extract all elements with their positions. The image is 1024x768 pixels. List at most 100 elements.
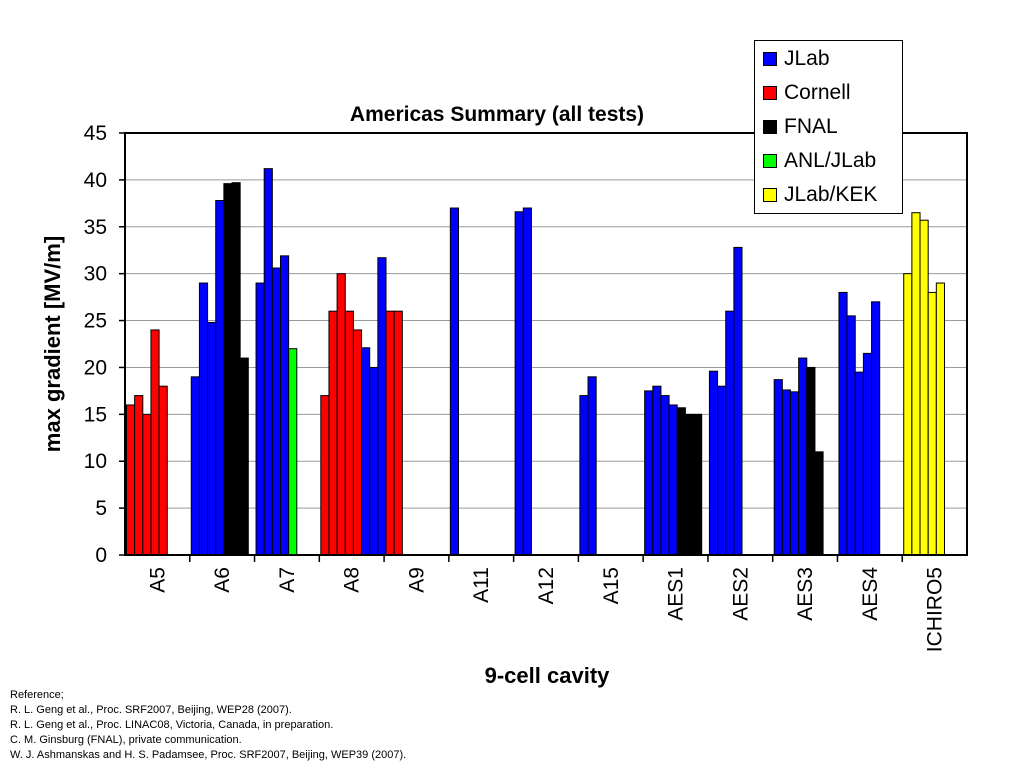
legend-label: JLab/KEK: [784, 183, 878, 206]
bar: [271, 267, 281, 556]
bar: [652, 385, 662, 556]
x-tick-label: ICHIRO5: [924, 567, 947, 652]
y-tick-label: 0: [95, 544, 107, 567]
bar: [644, 390, 654, 556]
bar: [668, 404, 678, 556]
bar-chart: Americas Summary (all tests) 0 5 10 15 20 25 3…: [40, 103, 968, 688]
bar: [385, 310, 395, 556]
plot-area-frame: [124, 132, 968, 556]
reference-line: R. L. Geng et al., Proc. LINAC08, Victor…: [10, 719, 334, 731]
bar: [223, 183, 233, 556]
bar: [231, 182, 241, 556]
chart-legend: JLab Cornell FNAL ANL/JLab JLab/KEK: [754, 40, 903, 214]
x-tick-label: A6: [211, 567, 234, 593]
bar: [344, 310, 354, 556]
x-tick-label: A7: [276, 567, 299, 593]
x-tick-label: AES1: [665, 567, 688, 621]
bar: [717, 385, 727, 556]
bar: [522, 207, 532, 556]
x-axis: A5 A6 A7 A8 A9 A11 A12 A15 AES1 AES2 AES3 AES4 ICHIR…: [146, 555, 947, 652]
x-axis-label: 9-cell cavity: [485, 663, 611, 688]
y-tick-label: 35: [84, 216, 107, 239]
bar: [142, 413, 152, 556]
bar: [369, 366, 379, 556]
bar: [927, 291, 937, 556]
bar: [190, 376, 200, 556]
x-tick-label: AES3: [794, 567, 817, 621]
legend-item: FNAL: [763, 112, 838, 142]
y-axis: 0 5 10 15 20 25 30 35 40 45: [84, 122, 125, 567]
bar: [336, 273, 346, 556]
bar: [693, 413, 703, 556]
legend-label: ANL/JLab: [784, 149, 877, 172]
bar: [198, 282, 209, 556]
legend-item: JLab: [763, 44, 830, 74]
bar: [579, 395, 589, 556]
x-tick-label: A12: [535, 567, 558, 604]
legend-swatch: [763, 154, 777, 168]
bar: [854, 371, 864, 556]
bar: [814, 451, 824, 556]
y-tick-label: 10: [84, 450, 107, 473]
y-tick-label: 15: [84, 403, 107, 426]
reference-block: Reference; R. L. Geng et al., Proc. SRF2…: [10, 688, 406, 763]
bar: [134, 395, 144, 556]
x-tick-label: A5: [146, 567, 169, 593]
legend-swatch: [763, 120, 777, 134]
bar: [935, 282, 945, 556]
bar: [781, 389, 791, 556]
bar: [838, 291, 848, 556]
bar: [279, 255, 290, 556]
legend-item: JLab/KEK: [763, 180, 877, 210]
y-tick-label: 45: [84, 122, 107, 145]
bar: [215, 200, 225, 556]
legend-swatch: [763, 188, 777, 202]
y-tick-label: 30: [84, 263, 107, 286]
bar: [393, 310, 403, 556]
legend-label: Cornell: [784, 81, 851, 104]
bar: [871, 301, 881, 556]
bar: [377, 257, 387, 556]
bar: [708, 370, 719, 556]
bar: [328, 310, 338, 556]
bar: [320, 395, 330, 556]
x-tick-label: AES4: [859, 567, 882, 621]
reference-line: W. J. Ashmanskas and H. S. Padamsee, Pro…: [10, 749, 407, 761]
x-tick-label: A11: [470, 567, 493, 603]
bar: [514, 211, 524, 556]
bar: [846, 315, 856, 556]
bar: [676, 407, 686, 556]
bar: [239, 357, 249, 556]
bar: [725, 310, 735, 556]
bar: [158, 385, 168, 556]
bar: [798, 357, 808, 556]
bar: [862, 352, 873, 556]
bar: [150, 329, 160, 556]
bar: [207, 321, 217, 556]
legend-swatch: [763, 86, 777, 100]
legend-item: ANL/JLab: [763, 146, 876, 176]
y-tick-label: 25: [84, 310, 107, 333]
bar: [263, 168, 273, 556]
bar: [587, 376, 597, 556]
bar: [660, 395, 670, 556]
reference-line: R. L. Geng et al., Proc. SRF2007, Beijin…: [10, 704, 292, 716]
reference-line: C. M. Ginsburg (FNAL), private communica…: [10, 734, 242, 746]
bar: [255, 282, 265, 556]
bar: [773, 379, 783, 556]
x-tick-label: A15: [600, 567, 623, 604]
bar: [789, 391, 800, 556]
y-tick-label: 20: [84, 356, 107, 379]
chart-title: Americas Summary (all tests): [350, 103, 644, 126]
legend-label: FNAL: [784, 115, 838, 138]
bar: [361, 347, 371, 556]
x-tick-label: A8: [341, 567, 364, 593]
legend-label: JLab: [784, 47, 830, 70]
bar: [806, 366, 816, 556]
bar: [911, 212, 921, 556]
y-tick-label: 40: [84, 169, 107, 192]
bar: [352, 329, 363, 556]
bar: [903, 273, 913, 556]
legend-swatch: [763, 52, 777, 66]
bar: [126, 404, 136, 556]
